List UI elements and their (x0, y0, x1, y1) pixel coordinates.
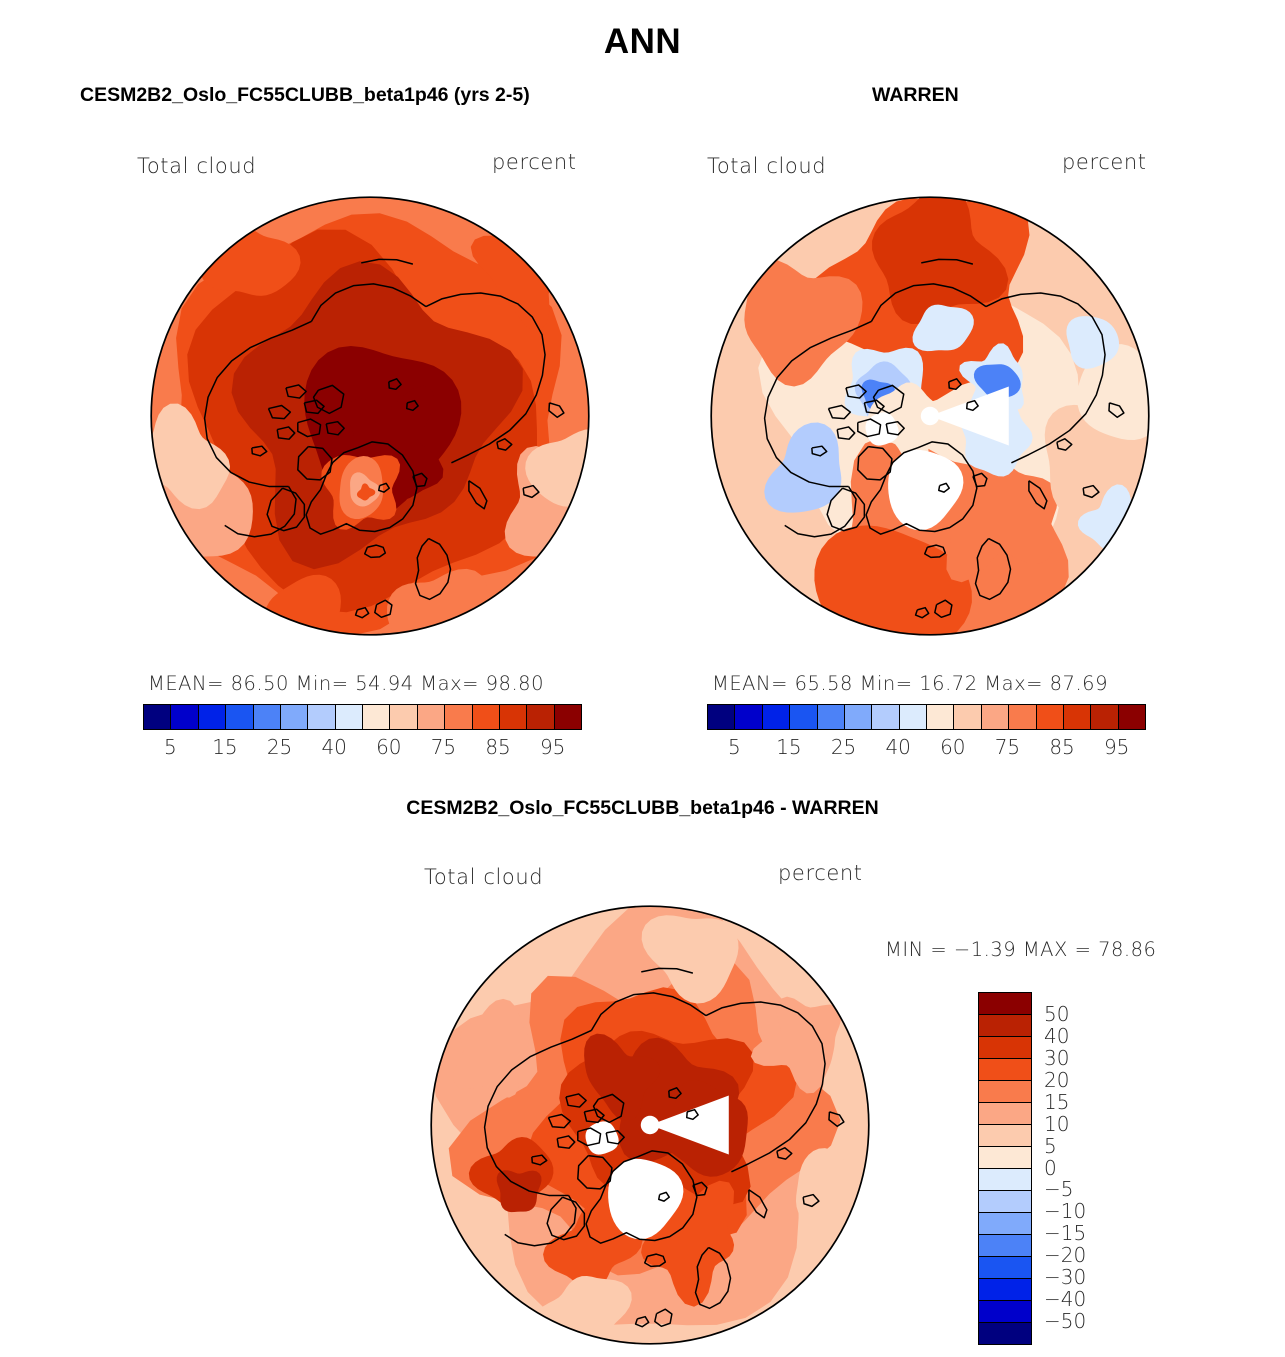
colorbar-tick-label: 25 (266, 735, 293, 759)
colorbar-swatch (979, 1015, 1031, 1037)
colorbar-tick-label: 40 (1044, 1023, 1070, 1048)
obs-polar-map (710, 196, 1150, 636)
model-units-label: percent (492, 150, 577, 174)
colorbar-swatch (554, 705, 581, 729)
colorbar-swatch (527, 705, 555, 729)
colorbar-swatch (899, 705, 927, 729)
colorbar-swatch (253, 705, 281, 729)
colorbar-swatch (979, 1059, 1031, 1081)
colorbar-tick-label: 30 (1044, 1045, 1070, 1070)
colorbar-tick-label: −5 (1044, 1177, 1074, 1202)
colorbar-tick-label: 5 (727, 735, 741, 759)
colorbar-swatch (844, 705, 873, 729)
difference-variable-label: Total cloud (424, 865, 544, 889)
colorbar-swatch (979, 1081, 1031, 1103)
colorbar-tick-label: 15 (776, 735, 802, 759)
colorbar-swatch (735, 705, 763, 729)
colorbar-tick-label: 5 (163, 735, 177, 759)
colorbar-tick-label: 20 (1044, 1067, 1070, 1092)
difference-stats-text: MIN = −1.39 MAX = 78.86 (885, 938, 1157, 961)
colorbar-tick-label: 60 (376, 735, 402, 759)
colorbar-swatch (979, 1125, 1031, 1147)
colorbar-swatch (171, 705, 199, 729)
difference-panel-title: CESM2B2_Oslo_FC55CLUBB_beta1p46 - WARREN (406, 797, 879, 819)
colorbar-swatch (790, 705, 818, 729)
colorbar-swatch (817, 705, 845, 729)
colorbar-swatch (979, 1213, 1031, 1235)
colorbar-swatch (390, 705, 418, 729)
difference-colorbar (978, 992, 1032, 1345)
colorbar-tick-label: 60 (940, 735, 966, 759)
colorbar-swatch (927, 705, 955, 729)
colorbar-swatch (979, 1191, 1031, 1213)
colorbar-tick-label: 50 (1044, 1001, 1070, 1026)
colorbar-tick-label: 85 (485, 735, 511, 759)
colorbar-swatch (979, 1103, 1031, 1125)
colorbar-swatch (979, 993, 1031, 1015)
colorbar-tick-label: −30 (1044, 1265, 1087, 1290)
obs-variable-label: Total cloud (707, 154, 827, 178)
colorbar-tick-label: 15 (212, 735, 238, 759)
colorbar-swatch (979, 1301, 1031, 1323)
colorbar-swatch (308, 705, 336, 729)
colorbar-tick-label: 25 (830, 735, 857, 759)
colorbar-swatch (954, 705, 982, 729)
colorbar-tick-label: 95 (539, 735, 566, 759)
colorbar-swatch (280, 705, 309, 729)
colorbar-swatch (1036, 705, 1064, 729)
colorbar-swatch (1091, 705, 1119, 729)
colorbar-tick-label: −40 (1044, 1287, 1087, 1312)
colorbar-swatch (979, 1279, 1031, 1301)
colorbar-tick-label: 75 (994, 735, 1021, 759)
colorbar-swatch (226, 705, 254, 729)
model-variable-label: Total cloud (137, 154, 257, 178)
colorbar-tick-label: 40 (885, 735, 911, 759)
colorbar-swatch (363, 705, 391, 729)
obs-units-label: percent (1062, 150, 1147, 174)
colorbar-swatch (979, 1037, 1031, 1059)
colorbar-swatch (1009, 705, 1037, 729)
colorbar-swatch (445, 705, 473, 729)
obs-panel-title: WARREN (872, 84, 959, 106)
colorbar-swatch (979, 1147, 1031, 1169)
model-panel-title: CESM2B2_Oslo_FC55CLUBB_beta1p46 (yrs 2-5… (80, 84, 530, 106)
colorbar-tick-label: 0 (1044, 1155, 1057, 1180)
colorbar-swatch (144, 705, 172, 729)
colorbar-tick-label: 40 (321, 735, 347, 759)
colorbar-tick-label: 15 (1044, 1089, 1070, 1114)
colorbar-swatch (981, 705, 1010, 729)
model-colorbar (143, 704, 582, 730)
colorbar-swatch (1063, 705, 1092, 729)
colorbar-tick-label: 75 (430, 735, 457, 759)
colorbar-swatch (979, 1235, 1031, 1257)
colorbar-swatch (417, 705, 446, 729)
colorbar-swatch (1118, 705, 1145, 729)
colorbar-swatch (979, 1257, 1031, 1279)
colorbar-tick-label: 5 (1044, 1133, 1057, 1158)
colorbar-tick-label: 10 (1044, 1111, 1070, 1136)
model-stats-text: MEAN= 86.50 Min= 54.94 Max= 98.80 (148, 672, 544, 695)
colorbar-tick-label: −20 (1044, 1243, 1087, 1268)
difference-polar-map (430, 905, 870, 1345)
colorbar-tick-label: −50 (1044, 1309, 1087, 1334)
model-polar-map (150, 196, 590, 636)
colorbar-swatch (335, 705, 363, 729)
colorbar-tick-label: −15 (1044, 1221, 1087, 1246)
colorbar-swatch (872, 705, 900, 729)
colorbar-swatch (762, 705, 791, 729)
colorbar-tick-label: −10 (1044, 1199, 1087, 1224)
colorbar-swatch (499, 705, 528, 729)
figure-main-title: ANN (603, 22, 682, 61)
colorbar-tick-label: 85 (1049, 735, 1075, 759)
difference-units-label: percent (778, 861, 863, 885)
colorbar-swatch (708, 705, 736, 729)
colorbar-swatch (979, 1323, 1031, 1344)
colorbar-tick-label: 95 (1103, 735, 1130, 759)
colorbar-swatch (198, 705, 227, 729)
colorbar-swatch (979, 1169, 1031, 1191)
colorbar-swatch (472, 705, 500, 729)
obs-colorbar (707, 704, 1146, 730)
obs-stats-text: MEAN= 65.58 Min= 16.72 Max= 87.69 (712, 672, 1108, 695)
